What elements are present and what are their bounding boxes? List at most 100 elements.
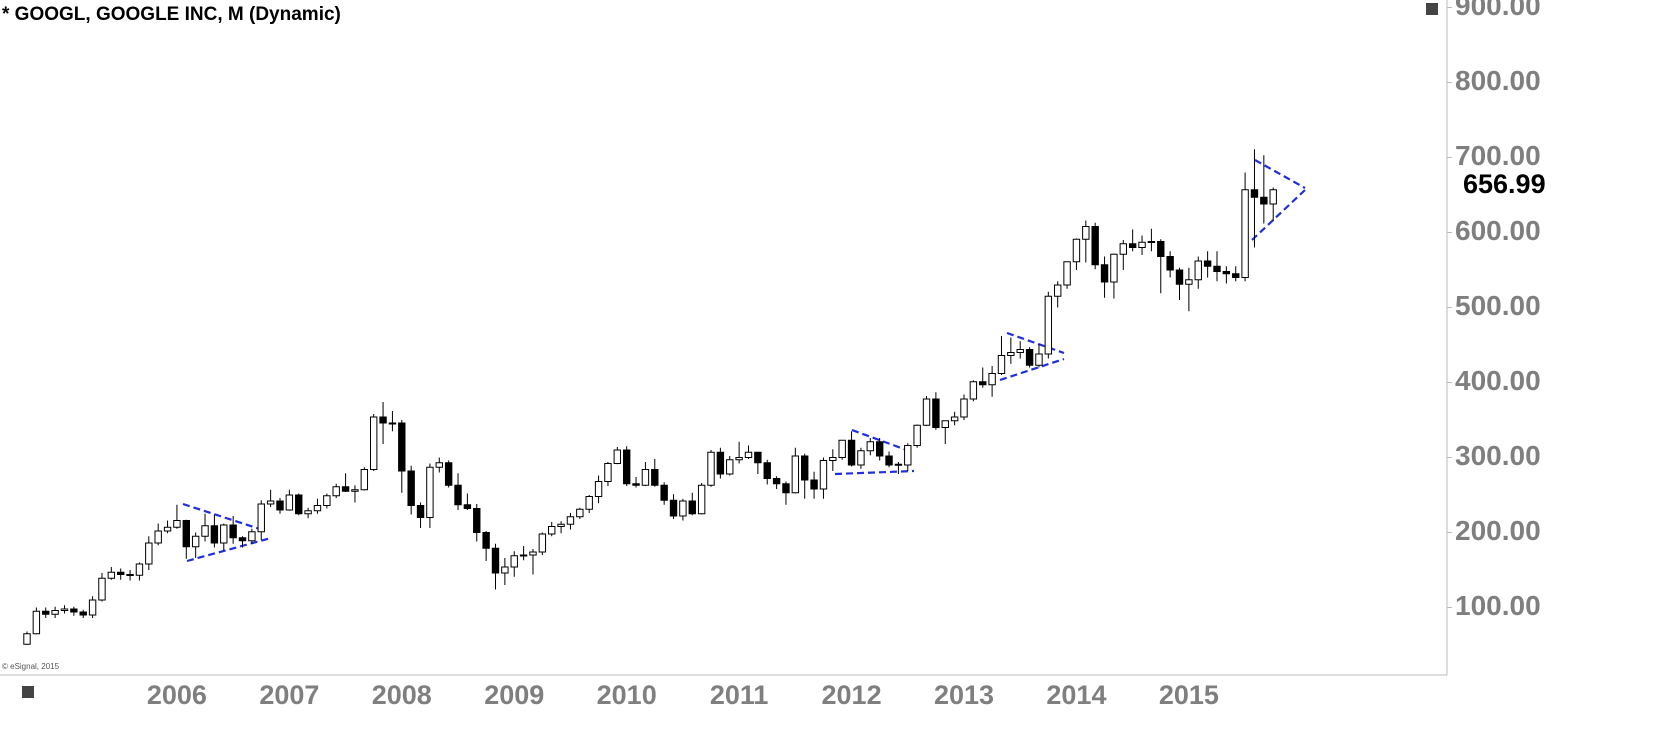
window-icon[interactable] (1426, 3, 1438, 15)
candle-body (632, 483, 640, 486)
toolbar-icon[interactable] (22, 686, 34, 698)
candle-body (726, 459, 734, 475)
candle-body (1185, 279, 1193, 285)
candle-body (772, 478, 781, 485)
candle-body (622, 449, 631, 485)
candle-body (1044, 295, 1053, 355)
candle-body (1175, 269, 1184, 285)
candle-body (182, 520, 190, 548)
y-tick-label: 500.00 (1455, 290, 1541, 321)
candle-body (519, 554, 528, 557)
candle-body (810, 479, 818, 490)
x-tick-label: 2015 (1159, 680, 1219, 710)
candle-body (969, 381, 978, 400)
candle-body (351, 489, 359, 492)
candle-body (697, 484, 706, 515)
trend-line (1251, 189, 1306, 241)
candle-body (1203, 260, 1212, 267)
candle-body (1119, 243, 1127, 255)
y-tick-label: 900.00 (1455, 0, 1541, 21)
candle-body (894, 463, 903, 466)
candle-body (838, 439, 846, 458)
candle-body (1035, 353, 1043, 366)
candle-body (191, 535, 200, 548)
candle-body (679, 500, 687, 517)
candle-body (398, 422, 406, 472)
candle-body (950, 416, 959, 422)
candle-body (960, 398, 968, 418)
candle-body (688, 500, 696, 515)
candle-body (201, 525, 209, 537)
candle-body (473, 508, 481, 533)
trend-line (182, 502, 267, 533)
y-tick-label: 800.00 (1455, 65, 1541, 96)
candle-body (229, 524, 237, 539)
candle-body (32, 610, 41, 635)
y-tick-label: 200.00 (1455, 515, 1541, 546)
candle-body (416, 505, 425, 518)
candle-body (210, 525, 219, 544)
candle-body (1063, 261, 1071, 286)
candle-body (1222, 271, 1231, 275)
candle-body (1232, 273, 1240, 278)
candle-body (801, 455, 809, 481)
candle-body (538, 533, 547, 553)
x-tick-label: 2008 (372, 680, 432, 710)
candle-body (857, 450, 865, 466)
candle-body (323, 495, 331, 506)
candle-body (426, 466, 434, 518)
candle-body (135, 563, 144, 576)
candle-body (1016, 349, 1024, 353)
trend-annotations (182, 159, 1306, 563)
candle-body (847, 439, 856, 466)
y-tick-label: 600.00 (1455, 215, 1541, 246)
candle-body (313, 505, 322, 512)
y-tick-label: 100.00 (1455, 590, 1541, 621)
candle-body (548, 526, 556, 535)
candle-body (463, 504, 472, 509)
candle-body (1138, 241, 1146, 248)
candle-body (979, 381, 987, 386)
candle-body (341, 486, 350, 492)
x-tick-label: 2006 (147, 680, 207, 710)
candle-body (913, 424, 921, 446)
candle-body (407, 470, 415, 506)
candle-body (829, 457, 837, 461)
y-tick-label: 400.00 (1455, 365, 1541, 396)
candle-body (70, 608, 78, 613)
candle-body (145, 542, 153, 565)
candle-body (1025, 349, 1034, 366)
trend-line (834, 469, 915, 476)
candle-body (1128, 243, 1137, 248)
candle-body (866, 441, 874, 452)
candle-body (332, 486, 340, 497)
candle-body (782, 483, 790, 494)
candle-body (1260, 196, 1268, 205)
trend-line (999, 357, 1065, 382)
candle-body (173, 520, 181, 528)
x-tick-label: 2014 (1046, 680, 1106, 710)
x-tick-label: 2011 (710, 680, 769, 710)
candle-body (1241, 189, 1249, 278)
credit: © eSignal, 2015 (2, 662, 60, 671)
candle-body (1007, 352, 1015, 356)
candle-body (1072, 238, 1081, 263)
candle-body (295, 494, 303, 515)
candle-body (360, 469, 369, 491)
candle-body (566, 516, 575, 525)
candle-body (107, 571, 116, 579)
candle-body (660, 484, 668, 501)
x-tick-label: 2010 (597, 680, 657, 710)
candle-body (388, 422, 397, 425)
candle-body (482, 532, 490, 549)
candle-body (154, 530, 162, 544)
candle-body (126, 574, 134, 576)
x-tick-label: 2013 (934, 680, 994, 710)
x-tick-label: 2012 (822, 680, 882, 710)
trend-line (186, 536, 272, 563)
candle-body (79, 611, 87, 616)
candle-body (1147, 241, 1156, 243)
candle-body (491, 547, 500, 574)
x-tick-label: 2009 (484, 680, 544, 710)
